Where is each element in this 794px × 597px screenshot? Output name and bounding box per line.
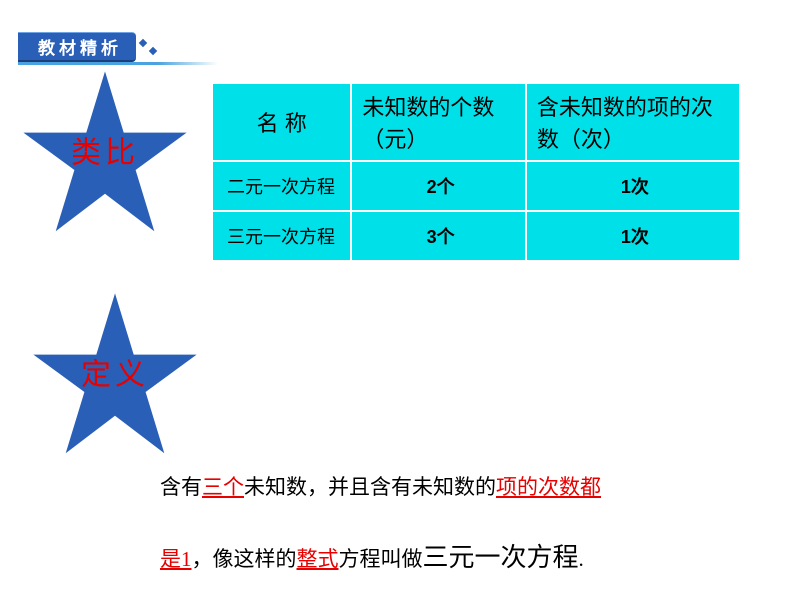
definition-paragraph: 含有三个未知数，并且含有未知数的项的次数都 是1，像这样的整式方程叫做三元一次方… xyxy=(160,456,770,597)
definition-star-label: 定义 xyxy=(81,349,149,393)
def-text: 含有 xyxy=(160,475,202,499)
col-header-name: 名 称 xyxy=(212,83,351,161)
section-header-title: 教材精析 xyxy=(18,32,136,62)
analogy-star: 类比 xyxy=(20,68,190,238)
table-row: 二元一次方程 2个 1次 xyxy=(212,161,740,211)
def-term: 三元一次方程 xyxy=(423,543,579,572)
def-text: 未知数，并且含有未知数的 xyxy=(244,475,496,499)
def-text: 方程叫做 xyxy=(339,547,423,571)
table-header-row: 名 称 未知数的个数（元） 含未知数的项的次数（次） xyxy=(212,83,740,161)
definition-star: 定义 xyxy=(30,290,200,460)
def-text: ，像这样的 xyxy=(192,547,297,571)
cell-count: 3个 xyxy=(351,211,525,261)
table-row: 三元一次方程 3个 1次 xyxy=(212,211,740,261)
col-header-count: 未知数的个数（元） xyxy=(351,83,525,161)
cell-degree: 1次 xyxy=(526,211,740,261)
header-decor-dots xyxy=(136,32,164,62)
cell-name: 二元一次方程 xyxy=(212,161,351,211)
cell-degree: 1次 xyxy=(526,161,740,211)
def-text: . xyxy=(579,547,584,571)
def-emph: 是1 xyxy=(160,547,192,571)
def-emph: 项的次数都 xyxy=(496,475,601,499)
cell-count: 2个 xyxy=(351,161,525,211)
cell-name: 三元一次方程 xyxy=(212,211,351,261)
header-underline xyxy=(18,62,218,65)
def-emph: 整式 xyxy=(297,547,339,571)
section-header: 教材精析 xyxy=(18,32,213,62)
col-header-degree: 含未知数的项的次数（次） xyxy=(526,83,740,161)
analogy-star-label: 类比 xyxy=(71,127,139,171)
comparison-table: 名 称 未知数的个数（元） 含未知数的项的次数（次） 二元一次方程 2个 1次 … xyxy=(211,82,741,262)
def-emph: 三个 xyxy=(202,475,244,499)
